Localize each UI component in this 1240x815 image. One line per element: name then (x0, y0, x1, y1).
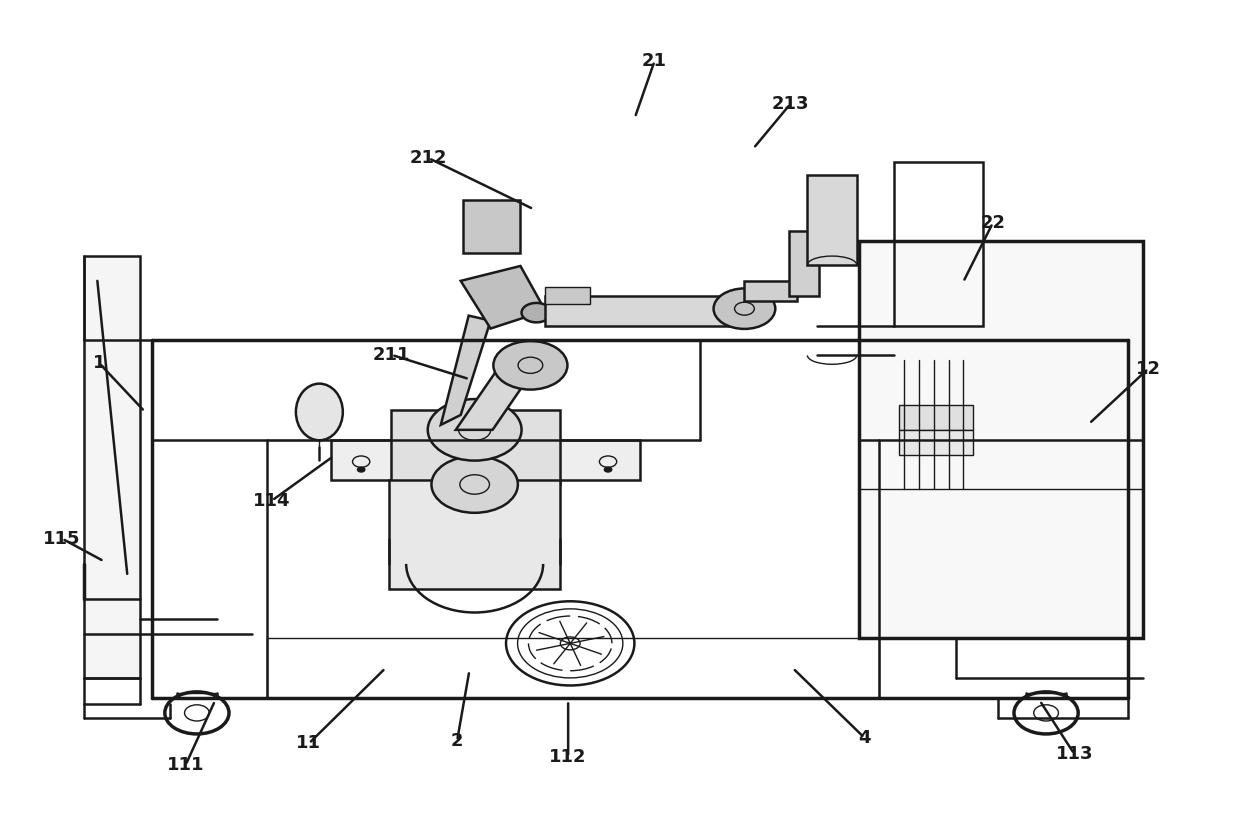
Bar (463, 200, 521, 253)
Circle shape (560, 637, 580, 650)
Text: 114: 114 (253, 491, 290, 509)
Text: 113: 113 (1055, 745, 1092, 763)
Polygon shape (456, 350, 541, 430)
Polygon shape (461, 266, 546, 328)
Text: 213: 213 (771, 95, 810, 113)
Circle shape (522, 303, 552, 323)
Polygon shape (440, 315, 491, 425)
Bar (789, 231, 820, 296)
Bar (546, 287, 590, 304)
Text: 111: 111 (166, 756, 205, 774)
Bar (899, 405, 973, 430)
Text: 11: 11 (296, 734, 321, 752)
Text: 4: 4 (858, 729, 870, 747)
Ellipse shape (296, 384, 342, 440)
Bar (389, 479, 560, 588)
Text: 211: 211 (373, 346, 410, 363)
Polygon shape (546, 296, 744, 325)
Text: 1: 1 (93, 354, 105, 372)
Bar (391, 410, 560, 484)
Text: 21: 21 (642, 52, 667, 70)
Bar (807, 174, 857, 265)
Text: 112: 112 (549, 748, 587, 766)
Bar (894, 161, 983, 325)
Circle shape (428, 399, 522, 460)
Bar (899, 430, 973, 455)
Text: 22: 22 (981, 214, 1006, 232)
Bar (84, 256, 140, 678)
Circle shape (432, 456, 518, 513)
Text: 212: 212 (410, 149, 448, 167)
Bar (331, 440, 640, 479)
Bar (744, 281, 797, 301)
Text: 2: 2 (451, 732, 464, 750)
Bar (859, 241, 1142, 638)
Circle shape (357, 467, 365, 472)
Circle shape (713, 289, 775, 329)
Text: 115: 115 (43, 530, 81, 548)
Circle shape (494, 341, 568, 390)
Circle shape (604, 467, 611, 472)
Text: 12: 12 (1136, 359, 1161, 377)
